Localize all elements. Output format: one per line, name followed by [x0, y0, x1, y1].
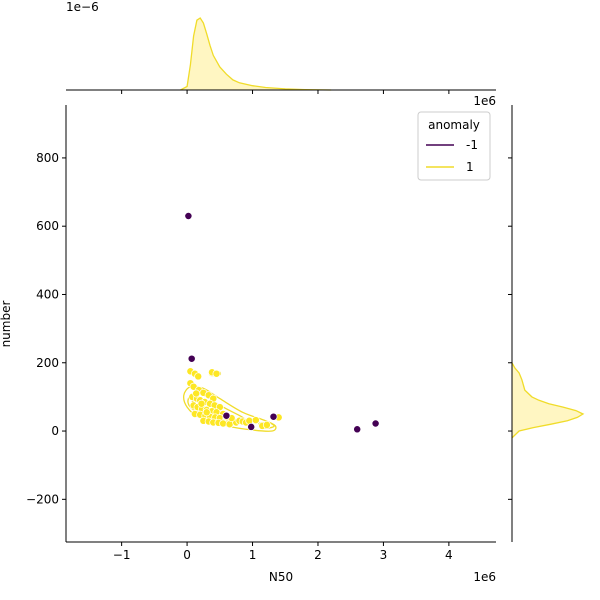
anomaly-pos-point-44 — [251, 416, 260, 425]
anomaly-pos-point-50 — [192, 389, 201, 398]
y-tick-label: 600 — [36, 219, 59, 233]
right-marginal-kde-line — [511, 362, 585, 439]
x-tick-label: 1 — [249, 548, 257, 562]
anomaly-pos-point-49 — [197, 399, 206, 408]
top-marginal-axes: 1e−6 — [66, 0, 496, 94]
y-tick-label: −200 — [26, 492, 59, 506]
top-marginal-kde-line — [180, 17, 332, 91]
scatter-points — [184, 212, 380, 434]
top-marginal-offset-label: 1e−6 — [66, 0, 99, 14]
x-axis-label: N50 — [269, 570, 293, 584]
anomaly-neg-point-3 — [247, 422, 256, 431]
x-tick-label: 0 — [183, 548, 191, 562]
x-tick-label: 3 — [380, 548, 388, 562]
x-tick-label: 2 — [314, 548, 322, 562]
right-marginal-axes: 1e6 — [473, 94, 585, 542]
anomaly-neg-point-4 — [269, 412, 278, 421]
top-marginal-kde-fill — [180, 18, 332, 90]
x-offset-label: 1e6 — [473, 570, 496, 584]
y-tick-label: 200 — [36, 356, 59, 370]
x-tick-label: 4 — [445, 548, 453, 562]
legend-title: anomaly — [428, 118, 480, 132]
y-offset-label: 1e6 — [473, 94, 496, 108]
top-marginal-ticks — [121, 90, 450, 94]
anomaly-pos-point-4 — [212, 369, 221, 378]
anomaly-neg-point-2 — [222, 411, 231, 420]
anomaly-neg-point-5 — [353, 425, 362, 434]
x-tick-label: −1 — [113, 548, 131, 562]
legend-label-anomaly-neg: -1 — [466, 138, 478, 152]
right-marginal-kde-fill — [512, 362, 583, 438]
anomaly-pos-point-48 — [202, 408, 211, 417]
anomaly-pos-point-37 — [219, 419, 228, 428]
joint-axes-frame — [65, 105, 496, 543]
anomaly-pos-point-46 — [262, 420, 271, 429]
y-ticks: −200 0 200 400 600 800 — [26, 151, 66, 506]
anomaly-neg-point-6 — [371, 419, 380, 428]
anomaly-neg-point-0 — [184, 212, 193, 220]
y-axis-label: number — [0, 301, 13, 348]
legend-label-anomaly-pos: 1 — [466, 160, 474, 174]
anomaly-pos-point-2 — [194, 372, 203, 381]
anomaly-neg-point-1 — [187, 354, 196, 363]
y-tick-label: 0 — [51, 424, 59, 438]
y-tick-label: 400 — [36, 287, 59, 301]
joint-axes: −1 0 1 2 3 4 −200 0 200 400 600 800 N50 number 1e6 — [0, 105, 496, 584]
right-marginal-ticks — [508, 157, 512, 500]
y-tick-label: 800 — [36, 151, 59, 165]
x-ticks: −1 0 1 2 3 4 — [113, 542, 453, 562]
legend-box — [417, 111, 491, 181]
legend: anomaly -1 1 — [417, 111, 491, 181]
